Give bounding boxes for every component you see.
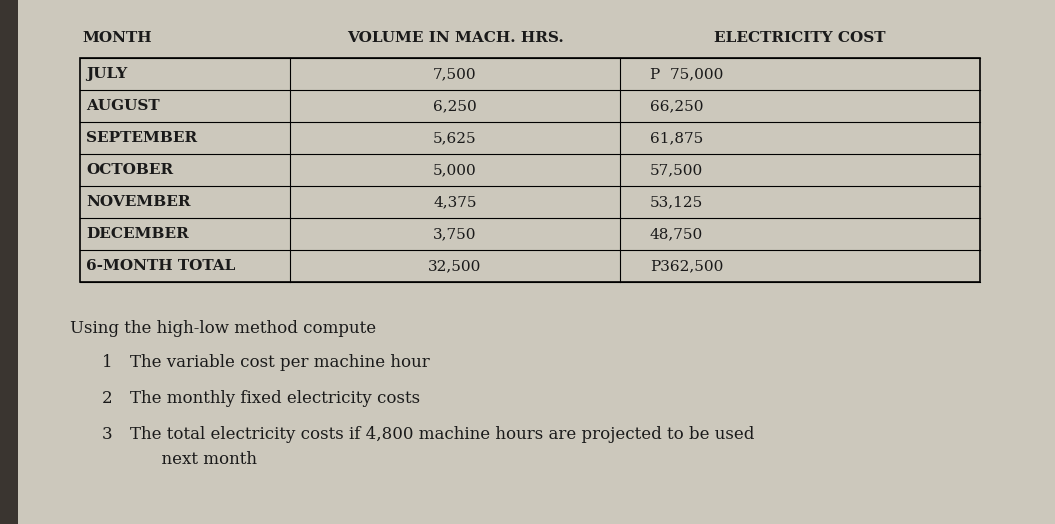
Text: 7,500: 7,500 — [434, 67, 477, 81]
Text: P  75,000: P 75,000 — [650, 67, 724, 81]
Text: The monthly fixed electricity costs: The monthly fixed electricity costs — [130, 390, 420, 407]
Text: 6-MONTH TOTAL: 6-MONTH TOTAL — [87, 259, 235, 273]
Text: VOLUME IN MACH. HRS.: VOLUME IN MACH. HRS. — [347, 31, 563, 45]
Text: MONTH: MONTH — [82, 31, 152, 45]
Text: 32,500: 32,500 — [428, 259, 482, 273]
Text: JULY: JULY — [87, 67, 128, 81]
Text: NOVEMBER: NOVEMBER — [87, 195, 191, 209]
Text: 57,500: 57,500 — [650, 163, 704, 177]
Text: 3: 3 — [102, 426, 113, 443]
Text: 4,375: 4,375 — [434, 195, 477, 209]
Text: 48,750: 48,750 — [650, 227, 704, 241]
Text: DECEMBER: DECEMBER — [87, 227, 189, 241]
Text: 5,000: 5,000 — [434, 163, 477, 177]
Text: 2: 2 — [102, 390, 113, 407]
Text: The total electricity costs if 4,800 machine hours are projected to be used
    : The total electricity costs if 4,800 mac… — [130, 426, 754, 468]
Text: 61,875: 61,875 — [650, 131, 704, 145]
Text: 5,625: 5,625 — [434, 131, 477, 145]
Text: AUGUST: AUGUST — [87, 99, 159, 113]
Bar — [0, 0, 18, 524]
Text: OCTOBER: OCTOBER — [87, 163, 173, 177]
Text: 6,250: 6,250 — [434, 99, 477, 113]
Text: ELECTRICITY COST: ELECTRICITY COST — [714, 31, 886, 45]
Text: P362,500: P362,500 — [650, 259, 724, 273]
Bar — [80, 58, 980, 282]
Text: SEPTEMBER: SEPTEMBER — [87, 131, 197, 145]
Text: 1: 1 — [102, 354, 113, 371]
Text: 3,750: 3,750 — [434, 227, 477, 241]
Text: Using the high-low method compute: Using the high-low method compute — [70, 320, 377, 337]
Text: 53,125: 53,125 — [650, 195, 704, 209]
Text: 66,250: 66,250 — [650, 99, 704, 113]
Text: The variable cost per machine hour: The variable cost per machine hour — [130, 354, 429, 371]
